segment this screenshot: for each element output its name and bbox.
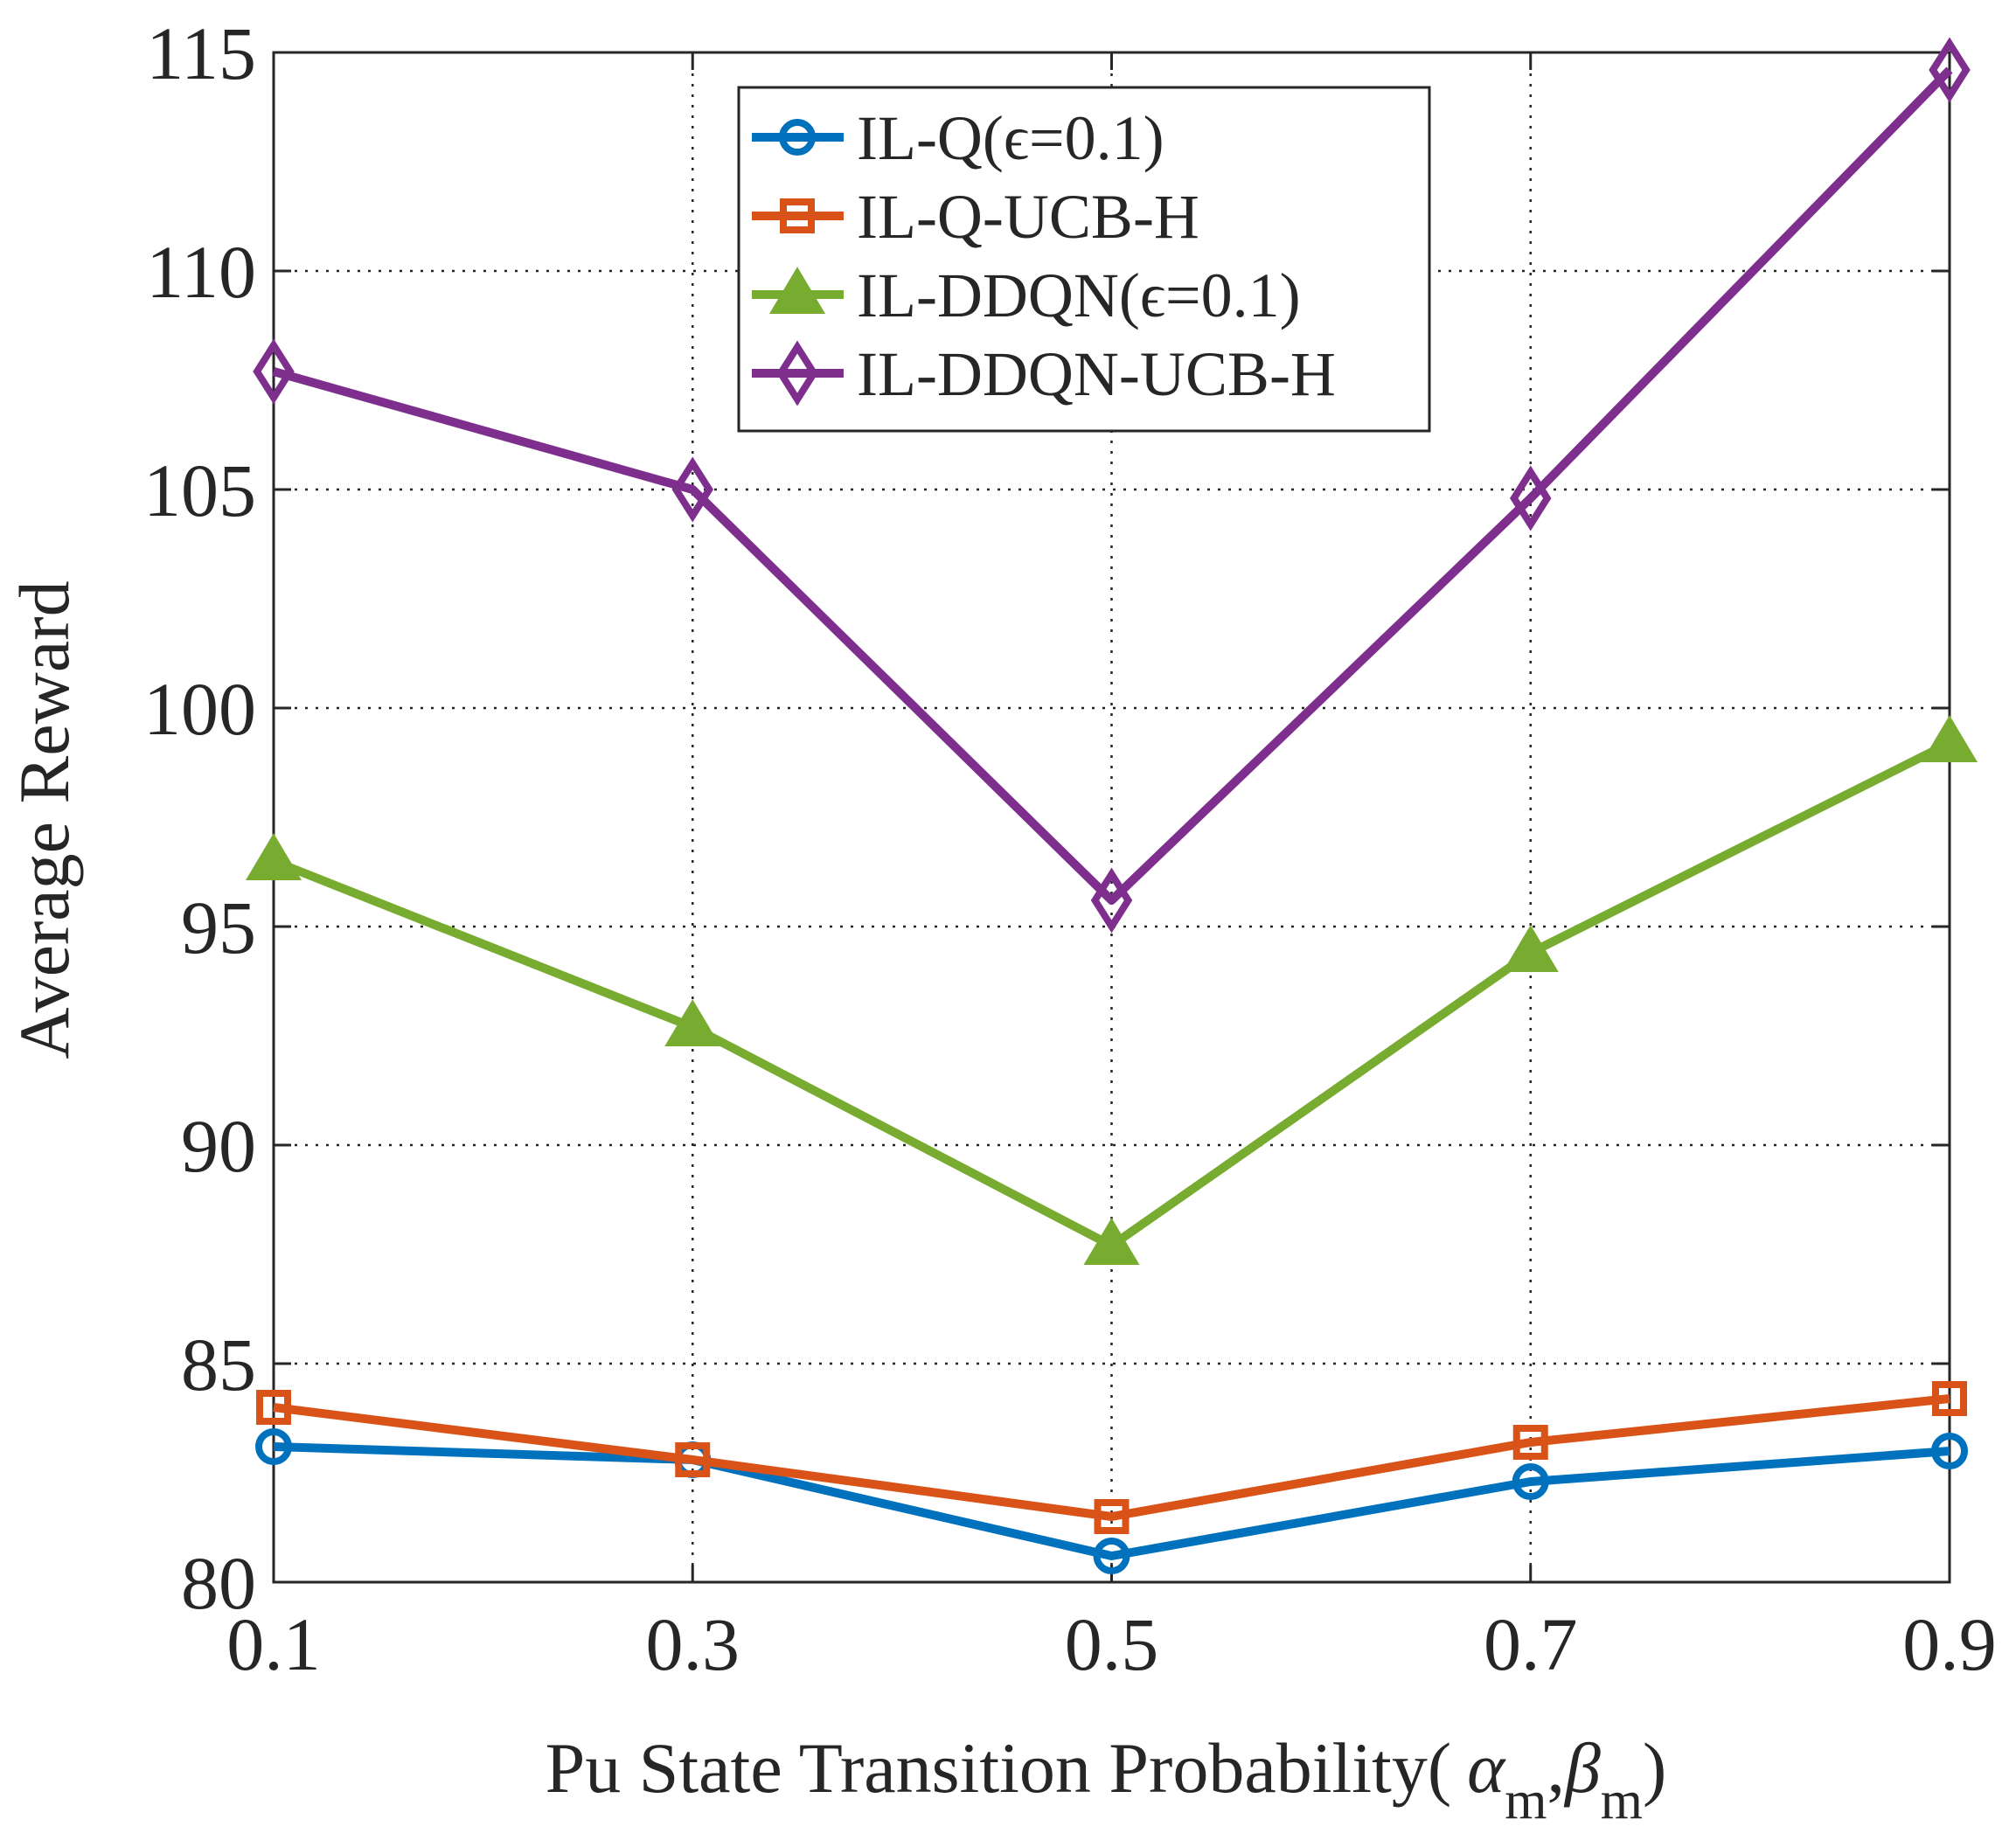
legend-marker-circle [779, 119, 816, 156]
data-point-circle [1512, 1463, 1549, 1500]
series-line [273, 1442, 1950, 1560]
data-point-triangle [664, 999, 721, 1046]
data-point-triangle [245, 833, 302, 880]
x-axis-ticks: 0.1 0.3 0.5 0.7 0.9 [226, 52, 1997, 1686]
x-axis-title-beta: β [1563, 1728, 1601, 1808]
series-group [245, 37, 1978, 1574]
data-point-square [1512, 1425, 1548, 1460]
legend-label: IL-DDQN(ϵ=0.1) [857, 260, 1301, 330]
x-tick-label: 0.7 [1484, 1602, 1578, 1686]
y-tick-label: 80 [181, 1541, 256, 1625]
data-point-circle [1931, 1433, 1968, 1469]
x-tick-label: 0.9 [1902, 1602, 1997, 1686]
x-axis-title-sub-beta: m [1601, 1771, 1643, 1830]
x-axis-title-alpha: α [1467, 1728, 1506, 1808]
y-tick-label: 105 [143, 448, 256, 532]
series-4 [253, 37, 1971, 934]
legend-label: IL-Q-UCB-H [857, 182, 1199, 252]
series-line [272, 66, 1953, 905]
legend-entry: IL-Q-UCB-H [752, 182, 1199, 252]
legend-label: IL-DDQN-UCB-H [857, 339, 1336, 409]
series-2 [256, 1381, 1967, 1534]
y-tick-label: 100 [143, 667, 256, 751]
y-tick-label: 85 [181, 1323, 256, 1406]
data-point-triangle [1502, 925, 1559, 972]
legend-entry: IL-DDQN-UCB-H [752, 339, 1336, 409]
y-tick-label: 110 [146, 230, 256, 314]
data-point-diamond [1929, 37, 1971, 103]
data-point-diamond [1090, 867, 1133, 934]
x-axis-title-comma: , [1547, 1728, 1565, 1808]
data-point-diamond [671, 456, 713, 523]
grid [274, 52, 1950, 1582]
x-tick-label: 0.1 [226, 1602, 321, 1686]
legend-entries: IL-Q(ϵ=0.1) IL-Q-UCB-H IL-DDQN(ϵ=0.1) IL-DD… [752, 103, 1336, 409]
data-point-triangle [1083, 1218, 1140, 1265]
y-axis-ticks: 80 85 90 95 100 105 110 115 [143, 11, 1950, 1625]
x-axis-title-sub-alpha: m [1505, 1771, 1547, 1830]
data-point-square [256, 1390, 291, 1425]
y-tick-label: 95 [181, 885, 256, 969]
data-point-circle [255, 1428, 292, 1465]
x-axis-title-close: ) [1643, 1728, 1666, 1808]
x-tick-label: 0.5 [1065, 1602, 1159, 1686]
data-point-square [1932, 1381, 1967, 1416]
data-point-circle [1093, 1538, 1130, 1574]
series-3 [245, 715, 1978, 1265]
data-point-diamond [1510, 465, 1552, 531]
y-tick-label: 115 [146, 11, 256, 95]
y-tick-label: 90 [181, 1104, 256, 1188]
legend-marker-triangle [768, 267, 826, 314]
x-axis-title-main: Pu State Transition Probability( [546, 1728, 1452, 1808]
data-point-triangle [1921, 715, 1978, 762]
legend-entry: IL-Q(ϵ=0.1) [752, 103, 1164, 173]
data-point-square [675, 1442, 711, 1477]
x-axis-title: Pu State Transition Probability(αm,βm) [546, 1728, 1667, 1830]
data-point-square [1094, 1499, 1130, 1534]
x-tick-label: 0.3 [646, 1602, 740, 1686]
series-line [273, 1394, 1950, 1521]
legend-marker-diamond [776, 340, 818, 406]
legend: IL-Q(ϵ=0.1) IL-Q-UCB-H IL-DDQN(ϵ=0.1) IL-DD… [737, 86, 1431, 433]
legend-entry: IL-DDQN(ϵ=0.1) [752, 260, 1301, 330]
legend-label: IL-Q(ϵ=0.1) [857, 103, 1164, 173]
data-point-diamond [253, 338, 295, 405]
legend-box [737, 86, 1431, 433]
y-axis-title: Average Reward [4, 580, 84, 1059]
legend-marker-square [780, 198, 815, 233]
